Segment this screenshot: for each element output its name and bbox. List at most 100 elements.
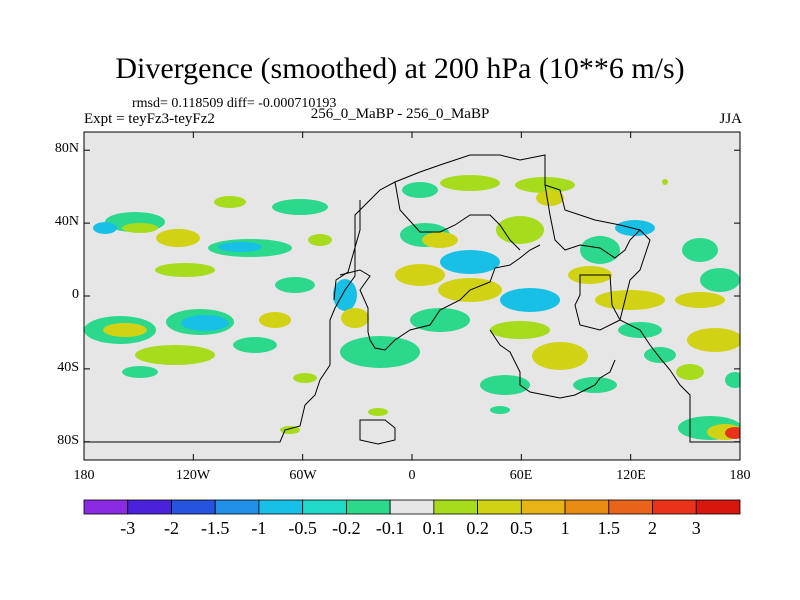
x-tick-label: 60E	[509, 468, 533, 483]
colorbar-label: -1	[251, 518, 267, 538]
contour-patch	[700, 268, 740, 292]
contour-patch	[490, 406, 510, 414]
contour-patch	[580, 236, 620, 264]
colorbar-swatch	[127, 499, 172, 515]
axis-ticks	[83, 132, 741, 460]
contour-patch	[293, 373, 317, 383]
colorbar-label: 1	[560, 518, 570, 538]
colorbar-label: -3	[120, 518, 136, 538]
contour-patch	[280, 426, 300, 434]
contour-patch	[532, 342, 588, 370]
coastlines	[84, 154, 740, 445]
contour-patch	[340, 336, 420, 368]
colorbar-swatch	[171, 499, 216, 515]
colorbar-swatch	[83, 499, 129, 515]
season-label: JJA	[719, 111, 742, 127]
contour-patch	[682, 238, 718, 262]
colorbar-label: -0.2	[332, 518, 361, 538]
contour-patch	[675, 292, 725, 308]
colorbar-label: 0.1	[422, 518, 446, 538]
colorbar-label: -1.5	[200, 518, 230, 538]
contour-patch	[333, 279, 357, 311]
chart-title: Divergence (smoothed) at 200 hPa (10**6 …	[115, 52, 685, 85]
contour-patch	[122, 366, 158, 378]
colorbar-swatch	[520, 499, 566, 515]
coastline-antarctic-island	[359, 419, 396, 445]
contour-patch	[214, 196, 246, 208]
colorbar-swatch	[345, 499, 391, 515]
colorbar-label: 0.5	[510, 518, 533, 538]
colorbar-label: -2	[163, 518, 179, 538]
x-tick-label: 60W	[289, 468, 317, 483]
colorbar-label: 3	[691, 518, 701, 538]
colorbar	[83, 499, 741, 515]
contour-patch	[536, 190, 564, 206]
contour-patch	[615, 220, 655, 236]
coastline-north	[333, 200, 361, 301]
colorbar-label: 1.5	[597, 518, 621, 538]
contour-patch	[500, 288, 560, 312]
expt-label: Expt = teyFz3-teyFz2	[84, 111, 215, 127]
colorbar-swatch	[477, 499, 522, 515]
contour-patch	[341, 308, 369, 328]
colorbar-label: -0.5	[288, 518, 317, 538]
contour-patch	[402, 182, 438, 198]
contour-patch	[644, 347, 676, 363]
colorbar-swatch	[389, 499, 435, 515]
case-label: 256_0_MaBP - 256_0_MaBP	[310, 106, 490, 122]
stats-text: rmsd= 0.118509 diff= -0.000710193	[132, 96, 337, 111]
contour-patch	[725, 427, 740, 439]
contour-patch	[155, 263, 215, 277]
colorbar-swatch	[564, 499, 610, 515]
y-tick-label: 80N	[54, 141, 79, 156]
contour-patch	[368, 408, 388, 416]
contour-patch	[308, 234, 332, 246]
contour-patch	[422, 232, 458, 248]
contour-patch	[395, 264, 445, 286]
contour-patch	[218, 242, 262, 252]
contour-patch	[181, 315, 229, 331]
contour-patch	[103, 323, 147, 337]
colorbar-swatch	[695, 499, 741, 515]
contour-patch	[440, 250, 500, 274]
contour-patch	[272, 199, 328, 215]
colorbar-label: 0.2	[466, 518, 489, 538]
y-tick-label: 40N	[54, 214, 79, 229]
colorbar-swatch	[433, 499, 479, 515]
contour-patch	[233, 337, 277, 353]
coastline-europe	[394, 181, 521, 251]
colorbar-swatch	[214, 499, 260, 515]
x-tick-label: 180	[729, 468, 751, 483]
contour-patch	[275, 277, 315, 293]
contour-patch	[662, 179, 668, 185]
contour-patch	[410, 308, 470, 332]
contour-patch	[259, 312, 291, 328]
colorbar-swatch	[652, 499, 697, 515]
y-tick-label: 0	[72, 287, 79, 302]
contour-patch	[156, 229, 200, 247]
contour-patch	[676, 364, 704, 380]
x-tick-label: 180	[73, 468, 95, 483]
contour-patch	[122, 223, 158, 233]
coastline-australia	[574, 274, 621, 331]
coastline-americas	[84, 154, 740, 443]
contour-patch	[93, 222, 117, 234]
x-tick-label: 120E	[616, 468, 646, 483]
y-tick-label: 40S	[57, 360, 79, 375]
contour-patch	[595, 290, 665, 310]
contour-patch	[480, 375, 530, 395]
colorbar-swatch	[302, 499, 347, 515]
coastline-east-asia	[544, 184, 641, 259]
y-tick-label: 80S	[57, 433, 79, 448]
coastline-africa-eurasia	[339, 244, 541, 351]
x-tick-label: 120W	[175, 468, 211, 483]
contour-patch	[135, 345, 215, 365]
contour-patch	[725, 372, 740, 388]
colorbar-swatch	[608, 499, 653, 515]
colorbar-swatch	[258, 499, 304, 515]
coastline-asia-south	[489, 329, 616, 399]
colorbar-label: -0.1	[375, 518, 405, 538]
contour-patch	[490, 321, 550, 339]
contour-patch	[440, 175, 500, 191]
